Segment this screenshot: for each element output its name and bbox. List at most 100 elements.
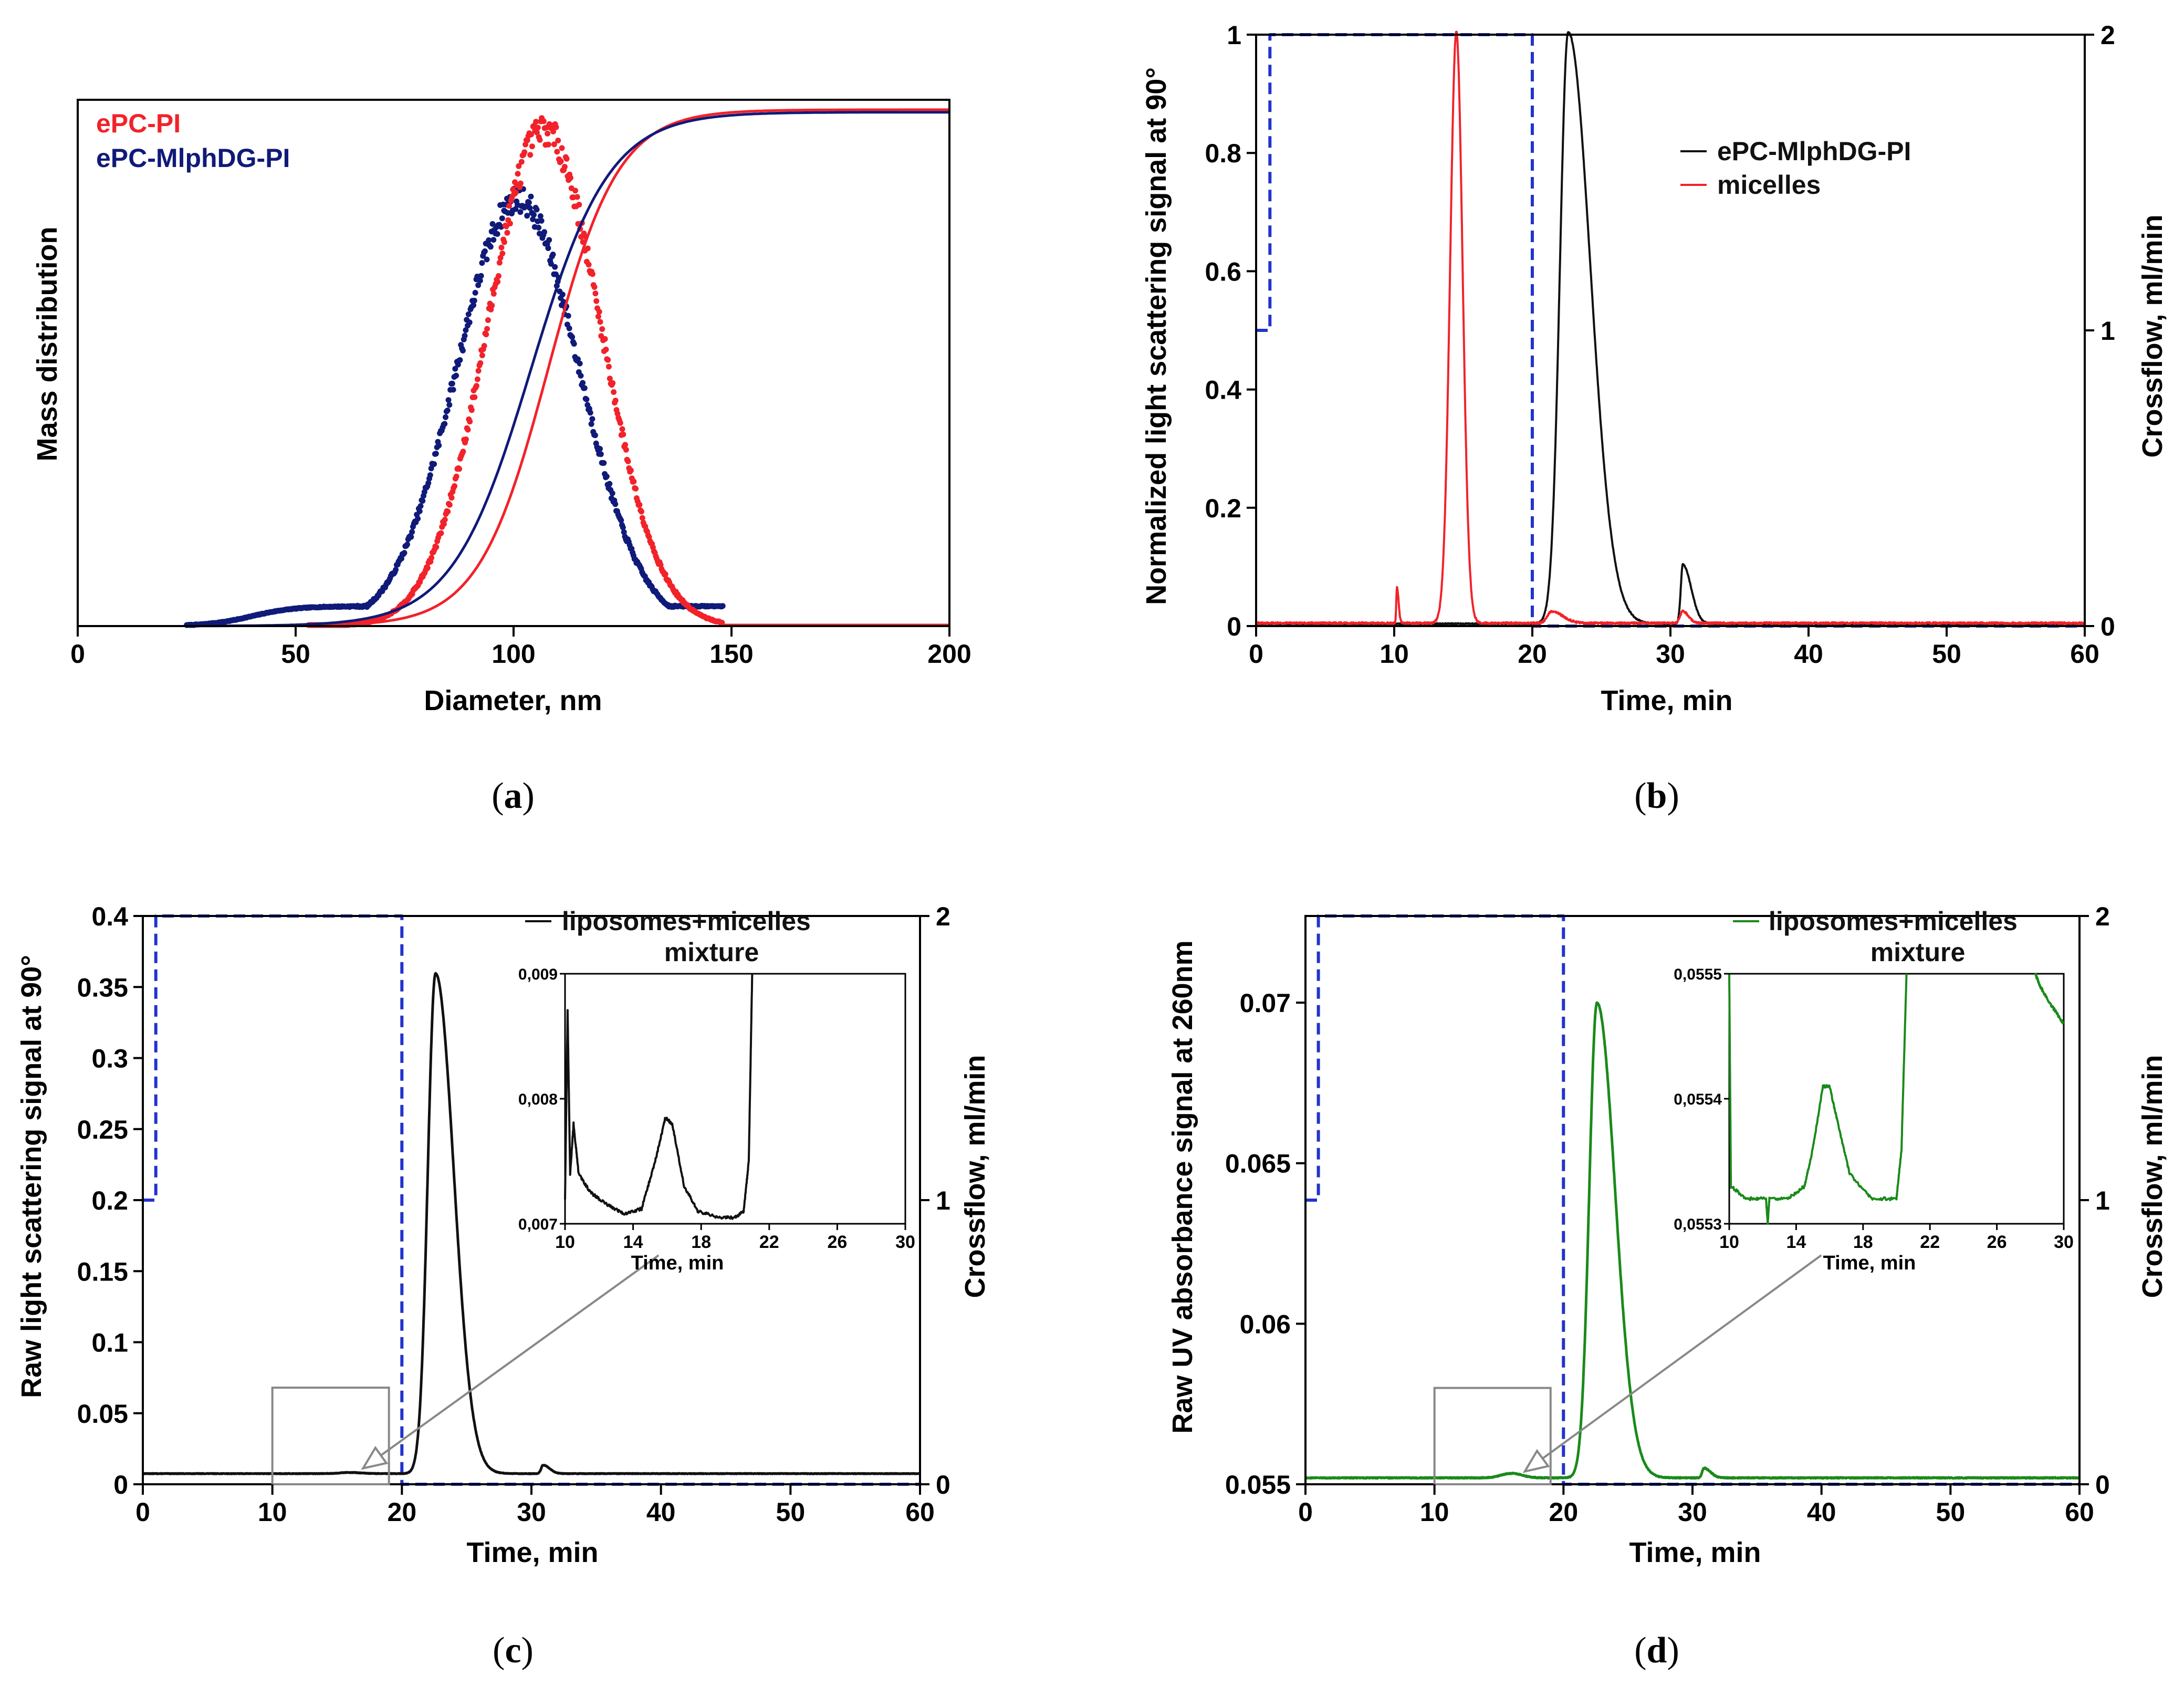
panel-a-legend-epc-pi: ePC-PI <box>96 109 181 138</box>
data-point <box>466 319 473 326</box>
data-point <box>463 436 469 442</box>
data-point <box>471 297 477 304</box>
y2-tick-label: 0 <box>2095 1470 2110 1499</box>
data-point <box>467 419 473 425</box>
data-point <box>529 143 535 150</box>
data-point <box>478 273 484 279</box>
data-point <box>429 555 435 561</box>
data-point <box>566 325 572 331</box>
data-point <box>563 155 570 162</box>
data-point <box>578 372 584 379</box>
data-point <box>471 302 476 308</box>
data-point <box>607 376 613 382</box>
panel-a-legend-epc-mlphdg-pi: ePC-MlphDG-PI <box>96 143 290 173</box>
data-point <box>445 508 451 515</box>
data-point <box>540 118 547 124</box>
panel-c-legend-line2: mixture <box>664 938 759 967</box>
inset-series-tail <box>2034 973 2065 1025</box>
data-point <box>599 326 605 332</box>
data-point <box>620 431 626 438</box>
panel-c-caption: (c) <box>493 1630 534 1671</box>
zoom-arrow-head <box>361 1445 389 1470</box>
data-point <box>495 279 501 285</box>
data-point <box>577 360 583 367</box>
panel-d-x-axis-title: Time, min <box>1629 1537 1761 1568</box>
data-point <box>515 171 521 177</box>
panel-d: 0 10 20 30 40 50 60 0.055 0.06 0.065 0.07 0 1 2 Tim… <box>1167 902 2168 1671</box>
data-point <box>446 502 453 508</box>
data-point <box>409 529 415 535</box>
data-point <box>631 478 637 485</box>
y-tick-label: 0.1 <box>91 1328 128 1358</box>
data-point <box>531 212 537 218</box>
data-point <box>592 290 599 297</box>
data-point <box>483 331 489 338</box>
data-point <box>621 529 627 535</box>
inset-series-line <box>564 973 754 1220</box>
y2-tick-label: 0 <box>2101 612 2115 641</box>
data-point <box>625 458 631 464</box>
data-point <box>494 231 500 237</box>
y-tick-label: 0.25 <box>77 1115 128 1144</box>
x-tick-label: 50 <box>776 1497 806 1527</box>
panel-b-x-axis-title: Time, min <box>1601 685 1732 716</box>
data-point <box>575 356 581 362</box>
panel-b-x-ticks: 0 10 20 30 40 50 60 <box>1249 626 2099 669</box>
data-point <box>559 291 566 298</box>
x-tick-label: 26 <box>1987 1232 2007 1252</box>
data-point <box>450 387 456 393</box>
y-tick-label: 0.05 <box>77 1399 128 1429</box>
panel-d-inset-x-axis-title: Time, min <box>1823 1252 1916 1274</box>
data-point <box>639 508 644 515</box>
data-point <box>607 481 613 487</box>
panel-d-y2-axis-title: Crossflow, ml/min <box>2137 1055 2168 1298</box>
data-point <box>463 327 469 334</box>
data-point <box>588 421 594 427</box>
data-point <box>595 314 601 320</box>
y-tick-label: 0.4 <box>1205 376 1241 405</box>
y2-tick-label: 2 <box>2095 902 2110 931</box>
data-point <box>449 380 455 387</box>
data-point <box>612 501 619 507</box>
data-point <box>580 380 586 386</box>
data-point <box>552 264 558 270</box>
panel-d-y-ticks: 0.055 0.06 0.065 0.07 <box>1225 988 1305 1499</box>
data-point <box>487 244 494 250</box>
x-tick-label: 30 <box>1678 1497 1707 1527</box>
data-point <box>465 311 472 317</box>
data-point <box>619 426 625 432</box>
data-point <box>622 442 628 448</box>
data-point <box>567 175 573 181</box>
data-point <box>479 260 485 266</box>
data-point <box>427 472 433 478</box>
data-point <box>569 334 576 340</box>
panel-d-caption: (d) <box>1634 1630 1679 1671</box>
data-point <box>628 467 634 474</box>
y-tick-label: 0,009 <box>518 966 558 983</box>
x-tick-label: 50 <box>281 639 310 669</box>
data-point <box>452 483 457 489</box>
data-point <box>473 383 479 389</box>
data-point <box>596 309 602 315</box>
data-point <box>605 357 611 363</box>
panel-a-y-axis-title: Mass distribution <box>32 226 63 461</box>
data-point <box>517 209 524 215</box>
zoom-box <box>271 1387 390 1486</box>
data-point <box>584 245 591 252</box>
x-tick-label: 20 <box>1518 639 1547 669</box>
x-tick-label: 30 <box>895 1232 915 1252</box>
data-point <box>481 343 487 349</box>
x-tick-label: 40 <box>646 1497 676 1527</box>
zoom-arrow-line <box>1535 1254 1822 1464</box>
data-point <box>561 164 568 170</box>
data-point <box>527 205 533 211</box>
data-point <box>533 119 539 125</box>
panel-c-y-axis-title: Raw light scattering signal at 90° <box>16 955 47 1398</box>
data-point <box>591 284 598 290</box>
x-tick-label: 50 <box>1936 1497 1966 1527</box>
panel-d-x-ticks: 0 10 20 30 40 50 60 <box>1298 1484 2094 1527</box>
panel-d-y2-ticks: 0 1 2 <box>2079 902 2110 1499</box>
data-point <box>436 442 442 449</box>
data-point <box>609 490 615 496</box>
